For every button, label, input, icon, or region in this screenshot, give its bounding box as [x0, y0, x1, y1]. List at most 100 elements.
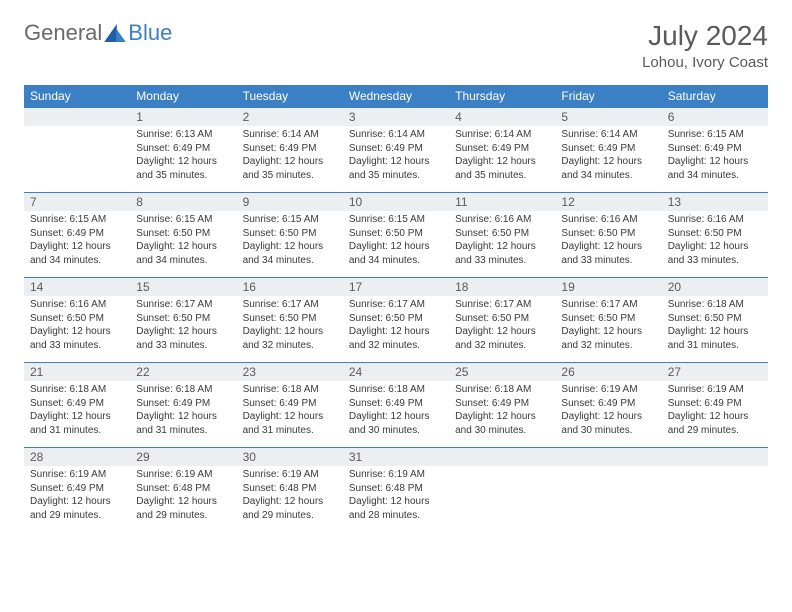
day-number: 13 — [662, 193, 768, 212]
calendar-body: 123456Sunrise: 6:13 AMSunset: 6:49 PMDay… — [24, 108, 768, 533]
day-detail: Sunrise: 6:16 AMSunset: 6:50 PMDaylight:… — [449, 211, 555, 278]
sunrise-text: Sunrise: 6:16 AM — [455, 213, 549, 227]
sunset-text: Sunset: 6:49 PM — [349, 142, 443, 156]
day-detail: Sunrise: 6:18 AMSunset: 6:50 PMDaylight:… — [662, 296, 768, 363]
day-detail: Sunrise: 6:18 AMSunset: 6:49 PMDaylight:… — [449, 381, 555, 448]
day-number: 29 — [130, 448, 236, 467]
day-number: 12 — [555, 193, 661, 212]
sunset-text: Sunset: 6:49 PM — [243, 397, 337, 411]
day-detail: Sunrise: 6:15 AMSunset: 6:50 PMDaylight:… — [130, 211, 236, 278]
sunset-text: Sunset: 6:48 PM — [136, 482, 230, 496]
day-detail: Sunrise: 6:18 AMSunset: 6:49 PMDaylight:… — [130, 381, 236, 448]
daylight-text: Daylight: 12 hours and 30 minutes. — [349, 410, 443, 437]
day-number: 31 — [343, 448, 449, 467]
day-detail: Sunrise: 6:18 AMSunset: 6:49 PMDaylight:… — [237, 381, 343, 448]
day-detail: Sunrise: 6:14 AMSunset: 6:49 PMDaylight:… — [343, 126, 449, 193]
day-detail: Sunrise: 6:14 AMSunset: 6:49 PMDaylight:… — [237, 126, 343, 193]
sunset-text: Sunset: 6:50 PM — [30, 312, 124, 326]
sunrise-text: Sunrise: 6:13 AM — [136, 128, 230, 142]
sunset-text: Sunset: 6:49 PM — [30, 227, 124, 241]
daylight-text: Daylight: 12 hours and 31 minutes. — [243, 410, 337, 437]
sunset-text: Sunset: 6:50 PM — [243, 227, 337, 241]
brand-logo: General Blue — [24, 20, 172, 46]
brand-word-1: General — [24, 20, 102, 46]
day-number: 22 — [130, 363, 236, 382]
sunrise-text: Sunrise: 6:19 AM — [243, 468, 337, 482]
day-detail: Sunrise: 6:15 AMSunset: 6:50 PMDaylight:… — [343, 211, 449, 278]
day-number: 18 — [449, 278, 555, 297]
day-number: 16 — [237, 278, 343, 297]
day-detail: Sunrise: 6:18 AMSunset: 6:49 PMDaylight:… — [24, 381, 130, 448]
sunrise-text: Sunrise: 6:16 AM — [561, 213, 655, 227]
sunset-text: Sunset: 6:50 PM — [561, 312, 655, 326]
daylight-text: Daylight: 12 hours and 28 minutes. — [349, 495, 443, 522]
sunset-text: Sunset: 6:48 PM — [243, 482, 337, 496]
day-number — [662, 448, 768, 467]
day-number: 20 — [662, 278, 768, 297]
day-detail: Sunrise: 6:19 AMSunset: 6:49 PMDaylight:… — [555, 381, 661, 448]
day-detail: Sunrise: 6:17 AMSunset: 6:50 PMDaylight:… — [343, 296, 449, 363]
sunrise-text: Sunrise: 6:18 AM — [136, 383, 230, 397]
calendar-table: Sunday Monday Tuesday Wednesday Thursday… — [24, 85, 768, 532]
day-detail: Sunrise: 6:19 AMSunset: 6:48 PMDaylight:… — [343, 466, 449, 532]
sunset-text: Sunset: 6:49 PM — [668, 397, 762, 411]
daylight-text: Daylight: 12 hours and 30 minutes. — [561, 410, 655, 437]
daylight-text: Daylight: 12 hours and 34 minutes. — [136, 240, 230, 267]
day-number: 10 — [343, 193, 449, 212]
sunrise-text: Sunrise: 6:14 AM — [561, 128, 655, 142]
sunset-text: Sunset: 6:49 PM — [30, 482, 124, 496]
sunrise-text: Sunrise: 6:17 AM — [349, 298, 443, 312]
sunrise-text: Sunrise: 6:19 AM — [136, 468, 230, 482]
week-daynum-row: 123456 — [24, 108, 768, 127]
day-number: 21 — [24, 363, 130, 382]
daylight-text: Daylight: 12 hours and 35 minutes. — [455, 155, 549, 182]
sunset-text: Sunset: 6:49 PM — [455, 397, 549, 411]
week-daynum-row: 21222324252627 — [24, 363, 768, 382]
day-number: 8 — [130, 193, 236, 212]
sunset-text: Sunset: 6:49 PM — [30, 397, 124, 411]
sunset-text: Sunset: 6:50 PM — [455, 312, 549, 326]
day-number: 3 — [343, 108, 449, 127]
sunrise-text: Sunrise: 6:14 AM — [455, 128, 549, 142]
day-detail: Sunrise: 6:17 AMSunset: 6:50 PMDaylight:… — [237, 296, 343, 363]
daylight-text: Daylight: 12 hours and 32 minutes. — [349, 325, 443, 352]
sunset-text: Sunset: 6:50 PM — [136, 312, 230, 326]
week-detail-row: Sunrise: 6:16 AMSunset: 6:50 PMDaylight:… — [24, 296, 768, 363]
daylight-text: Daylight: 12 hours and 33 minutes. — [136, 325, 230, 352]
sunset-text: Sunset: 6:50 PM — [455, 227, 549, 241]
day-detail: Sunrise: 6:19 AMSunset: 6:49 PMDaylight:… — [662, 381, 768, 448]
day-header: Tuesday — [237, 85, 343, 108]
day-detail: Sunrise: 6:15 AMSunset: 6:50 PMDaylight:… — [237, 211, 343, 278]
sunrise-text: Sunrise: 6:19 AM — [668, 383, 762, 397]
day-detail — [555, 466, 661, 532]
day-number: 28 — [24, 448, 130, 467]
sunset-text: Sunset: 6:50 PM — [243, 312, 337, 326]
day-number: 15 — [130, 278, 236, 297]
day-number: 30 — [237, 448, 343, 467]
daylight-text: Daylight: 12 hours and 34 minutes. — [243, 240, 337, 267]
day-number — [555, 448, 661, 467]
day-detail: Sunrise: 6:16 AMSunset: 6:50 PMDaylight:… — [555, 211, 661, 278]
day-number: 5 — [555, 108, 661, 127]
day-number: 7 — [24, 193, 130, 212]
daylight-text: Daylight: 12 hours and 35 minutes. — [243, 155, 337, 182]
day-detail — [24, 126, 130, 193]
day-number — [449, 448, 555, 467]
daylight-text: Daylight: 12 hours and 29 minutes. — [30, 495, 124, 522]
sunset-text: Sunset: 6:48 PM — [349, 482, 443, 496]
daylight-text: Daylight: 12 hours and 32 minutes. — [561, 325, 655, 352]
daylight-text: Daylight: 12 hours and 33 minutes. — [561, 240, 655, 267]
week-detail-row: Sunrise: 6:19 AMSunset: 6:49 PMDaylight:… — [24, 466, 768, 532]
day-detail: Sunrise: 6:19 AMSunset: 6:48 PMDaylight:… — [237, 466, 343, 532]
day-number: 19 — [555, 278, 661, 297]
day-header: Sunday — [24, 85, 130, 108]
day-header: Friday — [555, 85, 661, 108]
sunrise-text: Sunrise: 6:19 AM — [349, 468, 443, 482]
day-number: 4 — [449, 108, 555, 127]
day-detail: Sunrise: 6:16 AMSunset: 6:50 PMDaylight:… — [662, 211, 768, 278]
sunrise-text: Sunrise: 6:17 AM — [136, 298, 230, 312]
day-detail — [449, 466, 555, 532]
day-number: 17 — [343, 278, 449, 297]
page-title: July 2024 — [642, 20, 768, 52]
day-number: 26 — [555, 363, 661, 382]
